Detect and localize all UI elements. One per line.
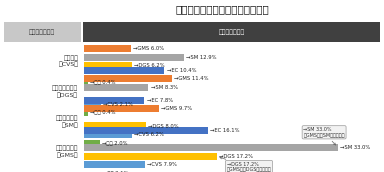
Bar [84,140,100,147]
Text: ドラッグストア
（DGS）: ドラッグストア （DGS） [52,85,78,98]
Text: →商店 2.0%: →商店 2.0% [102,141,127,146]
Bar [84,161,145,168]
Bar [84,153,217,160]
Bar [84,127,208,134]
Text: →DGS 6.2%: →DGS 6.2% [134,63,165,68]
Text: →CVS 7.9%: →CVS 7.9% [147,162,177,167]
Bar [84,109,88,116]
Text: シフト元の業態: シフト元の業態 [29,29,55,35]
Bar [84,62,132,69]
Bar [84,67,164,74]
Bar [84,144,338,151]
Bar [84,131,132,138]
Text: →DGS 17.2%: →DGS 17.2% [219,154,253,159]
Text: →GMS 9.7%: →GMS 9.7% [161,106,192,111]
Bar [84,36,104,44]
Text: 緊急事態宣言後の利用業態の変化: 緊急事態宣言後の利用業態の変化 [176,4,270,14]
Text: →GMS 11.4%: →GMS 11.4% [174,76,209,81]
Text: →GMS 6.0%: →GMS 6.0% [133,46,164,51]
Text: →CVS 2.1%: →CVS 2.1% [103,102,133,107]
Bar [84,45,131,52]
Text: 食品スーパー
（SM）: 食品スーパー （SM） [56,116,78,128]
Text: →EC 7.8%: →EC 7.8% [147,98,173,103]
Bar [84,97,144,104]
Text: →CVS 6.2%: →CVS 6.2% [134,132,164,137]
Bar [84,101,101,108]
Text: →SM 33.0%: →SM 33.0% [340,145,371,150]
Bar [84,79,88,86]
Bar [84,84,148,91]
Bar [84,170,101,172]
Text: →商店 0.4%: →商店 0.4% [90,80,115,85]
Text: コンビニ
（CVS）: コンビニ （CVS） [58,55,78,67]
Text: →EC 16.1%: →EC 16.1% [210,128,240,133]
Text: →SM 33.0%
（GMSからSMへシフト）: →SM 33.0% （GMSからSMへシフト） [303,127,345,145]
Bar [84,53,184,61]
Bar [84,105,159,112]
Bar [84,122,146,130]
Text: →商店 0.4%: →商店 0.4% [90,110,115,115]
Text: →商店 2.1%: →商店 2.1% [103,171,128,172]
Text: →EC 2.6%: →EC 2.6% [107,37,133,42]
Text: シフト先の業態: シフト先の業態 [218,29,245,35]
Text: →DGS 17.2%
（GMSからDGSへシフト）: →DGS 17.2% （GMSからDGSへシフト） [220,157,271,172]
Text: →EC 10.4%: →EC 10.4% [167,68,196,73]
Text: →SM 8.3%: →SM 8.3% [151,85,177,90]
Text: 総合スーパー
（GMS）: 総合スーパー （GMS） [56,146,78,158]
Text: →DGS 8.0%: →DGS 8.0% [148,123,179,128]
Bar [84,75,172,82]
Text: →SM 12.9%: →SM 12.9% [186,55,216,60]
